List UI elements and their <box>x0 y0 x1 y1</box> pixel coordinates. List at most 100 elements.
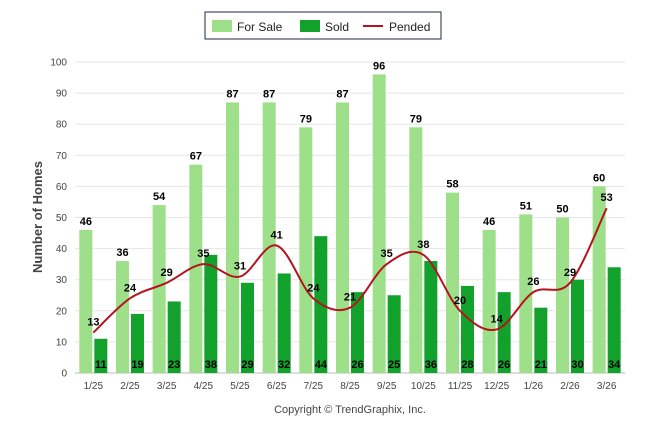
x-tick-label: 1/26 <box>524 381 544 392</box>
legend-label-sold: Sold <box>325 20 349 34</box>
data-label-pended: 29 <box>564 267 576 279</box>
y-tick-label: 40 <box>56 244 68 255</box>
data-label-pended: 21 <box>344 292 356 304</box>
bar-for-sale <box>152 205 166 373</box>
data-label-for-sale: 79 <box>300 113 312 125</box>
bar-for-sale <box>262 102 276 374</box>
data-label-for-sale: 79 <box>410 113 422 125</box>
bar-for-sale <box>372 74 386 373</box>
x-tick-label: 12/25 <box>484 381 509 392</box>
data-label-sold: 30 <box>571 359 583 371</box>
bar-sold <box>241 282 254 373</box>
x-tick-label: 3/25 <box>157 381 177 392</box>
pended-line-path <box>92 207 608 334</box>
y-axis-ticks: 0 10 20 30 40 50 60 70 80 90 100 <box>50 58 67 380</box>
data-label-for-sale: 58 <box>446 179 458 191</box>
x-axis-ticks: 1/25 2/25 3/25 4/25 5/25 6/25 7/25 8/25 9/25 10/2… <box>84 381 617 392</box>
bar-for-sale <box>189 164 203 373</box>
data-label-sold: 29 <box>241 359 253 371</box>
bar-sold <box>167 301 181 373</box>
data-label-pended: 24 <box>124 282 137 294</box>
x-tick-label: 4/25 <box>194 381 214 392</box>
bar-for-sale <box>556 217 569 373</box>
y-tick-label: 20 <box>56 306 68 317</box>
data-label-sold: 23 <box>168 359 180 371</box>
bar-for-sale <box>409 127 423 373</box>
data-label-pended: 53 <box>601 192 613 204</box>
data-label-pended: 24 <box>307 282 320 294</box>
legend-swatch-for-sale <box>212 20 232 32</box>
x-tick-label: 2/26 <box>560 381 580 392</box>
data-label-for-sale: 96 <box>373 60 385 72</box>
data-label-for-sale: 51 <box>520 200 532 212</box>
data-label-for-sale: 50 <box>556 204 568 216</box>
x-tick-label: 1/25 <box>84 381 104 392</box>
legend-label-pended: Pended <box>389 20 430 34</box>
y-axis-label: Number of Homes <box>30 161 45 273</box>
bar-sold <box>534 307 548 373</box>
data-label-for-sale: 46 <box>483 216 495 228</box>
bar-for-sale <box>336 102 349 374</box>
data-label-for-sale: 87 <box>263 88 275 100</box>
data-label-pended: 20 <box>454 295 466 307</box>
data-label-sold: 19 <box>131 359 143 371</box>
data-label-pended: 41 <box>271 229 283 241</box>
y-tick-label: 90 <box>56 89 68 100</box>
y-tick-label: 0 <box>61 369 67 380</box>
copyright-footer: Copyright © TrendGraphix, Inc. <box>274 404 426 416</box>
bar-for-sale <box>446 192 459 373</box>
x-tick-label: 9/25 <box>377 381 397 392</box>
data-label-pended: 38 <box>417 239 429 251</box>
data-label-pended: 31 <box>234 261 246 273</box>
x-tick-label: 7/25 <box>304 381 324 392</box>
data-label-for-sale: 87 <box>336 88 348 100</box>
bar-sold <box>387 295 401 373</box>
x-tick-label: 2/25 <box>120 381 140 392</box>
data-label-sold: 32 <box>278 359 290 371</box>
y-tick-label: 60 <box>56 182 68 193</box>
gridlines <box>75 61 625 374</box>
x-tick-label: 11/25 <box>448 381 473 392</box>
data-label-pended: 35 <box>197 248 209 260</box>
data-label-pended: 35 <box>381 248 393 260</box>
data-label-sold: 11 <box>95 359 107 371</box>
bar-sold <box>277 273 291 373</box>
data-label-pended: 26 <box>527 276 539 288</box>
data-label-sold: 38 <box>205 359 217 371</box>
x-tick-label: 10/25 <box>411 381 436 392</box>
bar-sold <box>94 338 108 373</box>
y-tick-label: 70 <box>56 151 68 162</box>
x-tick-label: 6/25 <box>267 381 287 392</box>
bar-for-sale <box>226 102 239 374</box>
data-label-sold: 26 <box>351 359 363 371</box>
data-label-sold: 34 <box>608 359 621 371</box>
legend: For Sale Sold Pended <box>204 11 442 40</box>
data-label-pended: 14 <box>491 313 504 325</box>
x-tick-label: 8/25 <box>340 381 360 392</box>
data-label-sold: 44 <box>315 359 328 371</box>
data-label-sold: 21 <box>535 359 547 371</box>
bar-sold <box>351 292 364 373</box>
bar-for-sale <box>299 127 313 373</box>
data-label-sold: 28 <box>461 359 473 371</box>
bar-sold <box>607 267 621 373</box>
bar-for-sale <box>79 229 93 373</box>
bar-sold <box>204 254 218 373</box>
bar-for-sale <box>116 261 129 373</box>
y-tick-label: 10 <box>56 337 68 348</box>
data-label-for-sale: 36 <box>116 247 128 259</box>
legend-label-for-sale: For Sale <box>237 20 283 34</box>
bars <box>79 74 621 374</box>
data-label-pended: 29 <box>161 267 173 279</box>
x-tick-label: 3/26 <box>597 381 617 392</box>
bar-sold <box>461 285 474 373</box>
x-tick-label: 5/25 <box>230 381 250 392</box>
data-label-for-sale: 60 <box>593 172 605 184</box>
y-tick-label: 100 <box>50 58 67 69</box>
data-label-for-sale: 46 <box>80 216 92 228</box>
bar-for-sale <box>482 229 496 373</box>
y-tick-label: 30 <box>56 275 68 286</box>
data-labels: 46 11 36 19 54 23 67 38 87 29 87 32 79 44 87 26 96 25 79 36… <box>80 60 621 371</box>
y-tick-label: 50 <box>56 213 68 224</box>
